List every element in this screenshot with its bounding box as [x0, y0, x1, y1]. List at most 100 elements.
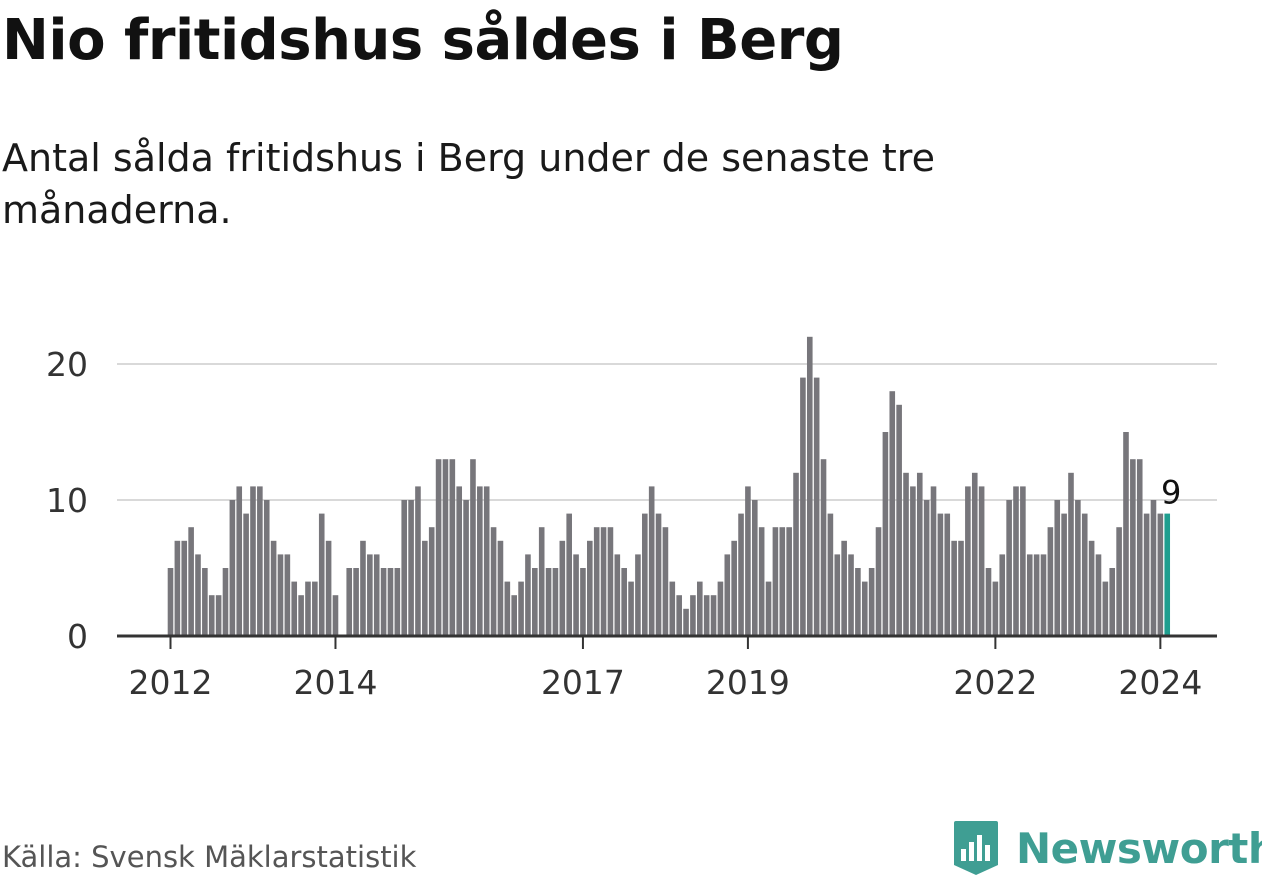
bar [751, 500, 758, 636]
bar [442, 459, 449, 636]
bar [779, 527, 786, 636]
bar [669, 581, 676, 636]
bar [690, 595, 696, 636]
chart-subtitle: Antal sålda fritidshus i Berg under de s… [2, 136, 935, 232]
bar [724, 554, 731, 636]
bar [1026, 554, 1033, 636]
bar [394, 568, 401, 636]
bar [971, 472, 978, 636]
bar [607, 527, 614, 636]
bar [291, 581, 298, 636]
bar [298, 595, 304, 636]
bar [174, 540, 181, 636]
bar [1109, 568, 1116, 636]
bar [483, 486, 490, 636]
bar [229, 500, 236, 636]
bar [532, 568, 538, 636]
bar [861, 581, 868, 636]
bar [552, 568, 559, 636]
bar [710, 595, 717, 636]
bar [614, 554, 621, 636]
bar [958, 540, 964, 636]
bar [1123, 432, 1129, 636]
bar [1088, 540, 1095, 636]
gridlines [117, 363, 1217, 501]
bar [463, 500, 469, 636]
bar [277, 554, 284, 636]
bar [930, 486, 937, 636]
bar [456, 486, 463, 636]
source-note: Källa: Svensk Mäklarstatistik [2, 840, 417, 874]
bar [965, 486, 971, 636]
bar [318, 513, 325, 636]
bar [332, 595, 339, 636]
bar [587, 540, 593, 636]
bar [676, 595, 682, 636]
bar [325, 540, 332, 636]
brand: Newsworthy [952, 818, 1262, 878]
bar [367, 554, 373, 636]
bar [222, 568, 229, 636]
bar [1013, 486, 1019, 636]
bar [1047, 527, 1054, 636]
bar [490, 527, 497, 636]
bar [662, 527, 669, 636]
bar [621, 568, 627, 636]
bar [243, 513, 249, 636]
bar [882, 432, 889, 636]
newsworthy-logo-icon [954, 821, 998, 875]
y-axis-ticks: 0 10 20 [46, 345, 88, 656]
bar [800, 377, 806, 636]
bar [373, 554, 380, 636]
brand-name: Newsworthy [1016, 823, 1262, 873]
bar [188, 527, 194, 636]
bar [511, 595, 517, 636]
bar [848, 554, 854, 636]
bar [415, 486, 421, 636]
bar [786, 527, 792, 636]
bar [903, 472, 909, 636]
bar [477, 486, 483, 636]
bar [923, 500, 930, 636]
bar [263, 500, 270, 636]
last-value-label: 9 [1161, 474, 1181, 512]
bar [1102, 581, 1109, 636]
bar [820, 459, 827, 636]
x-tick-label: 2017 [541, 663, 625, 702]
bar [387, 568, 394, 636]
bar [202, 568, 208, 636]
bar [642, 513, 648, 636]
bar [408, 500, 414, 636]
bar [428, 527, 435, 636]
bar [628, 581, 634, 636]
bar [745, 486, 751, 636]
bar [937, 513, 944, 636]
bar [559, 540, 566, 636]
bar [580, 568, 586, 636]
bar [353, 568, 359, 636]
x-tick-label: 2024 [1118, 663, 1202, 702]
bar [1143, 513, 1150, 636]
bar [497, 540, 504, 636]
bar [703, 595, 710, 636]
bar [841, 540, 847, 636]
y-tick-label: 20 [46, 345, 88, 384]
bar [566, 513, 572, 636]
bar [600, 527, 607, 636]
bar [1157, 513, 1164, 636]
bar [525, 554, 531, 636]
x-tick-label: 2019 [706, 663, 790, 702]
bar [360, 540, 366, 636]
bar [1130, 459, 1136, 636]
bar [868, 568, 875, 636]
bar [951, 540, 957, 636]
x-axis-ticks: 2012 2014 2017 2019 2022 2024 [129, 636, 1202, 702]
bar [683, 608, 689, 636]
bar [1033, 554, 1040, 636]
bar [593, 527, 600, 636]
bar-latest [1164, 513, 1171, 636]
bar [758, 527, 765, 636]
bar [1136, 459, 1143, 636]
bar [896, 404, 902, 636]
data-labels: 9 [1161, 474, 1181, 512]
